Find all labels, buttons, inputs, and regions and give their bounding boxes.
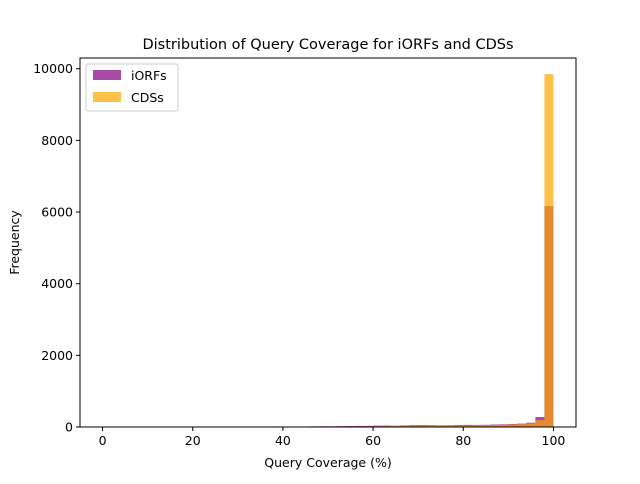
y-tick-label-1: 2000 bbox=[41, 348, 73, 363]
bar-cdss-29 bbox=[535, 420, 544, 427]
x-tick-label-0: 0 bbox=[99, 433, 107, 448]
bar-cdss-28 bbox=[526, 423, 535, 427]
legend-swatch-iorfs bbox=[93, 70, 121, 80]
legend-swatch-cdss bbox=[93, 92, 121, 102]
y-axis-label: Frequency bbox=[7, 210, 22, 275]
legend: iORFs CDSs bbox=[86, 64, 178, 111]
x-tick-label-3: 60 bbox=[365, 433, 381, 448]
y-tick-label-3: 6000 bbox=[41, 205, 73, 220]
y-tick-label-2: 4000 bbox=[41, 276, 73, 291]
x-axis-label: Query Coverage (%) bbox=[264, 455, 391, 470]
x-tick-label-1: 20 bbox=[185, 433, 201, 448]
legend-label-iorfs: iORFs bbox=[131, 68, 167, 83]
legend-label-cdss: CDSs bbox=[131, 90, 164, 105]
y-tick-label-0: 0 bbox=[65, 420, 73, 435]
chart-title: Distribution of Query Coverage for iORFs… bbox=[142, 37, 513, 53]
y-tick-label-5: 10000 bbox=[33, 61, 73, 76]
x-tick-label-2: 40 bbox=[275, 433, 291, 448]
bar-cdss-30 bbox=[544, 74, 553, 427]
x-tick-label-4: 80 bbox=[455, 433, 471, 448]
y-tick-label-4: 8000 bbox=[41, 133, 73, 148]
x-tick-label-5: 100 bbox=[542, 433, 566, 448]
